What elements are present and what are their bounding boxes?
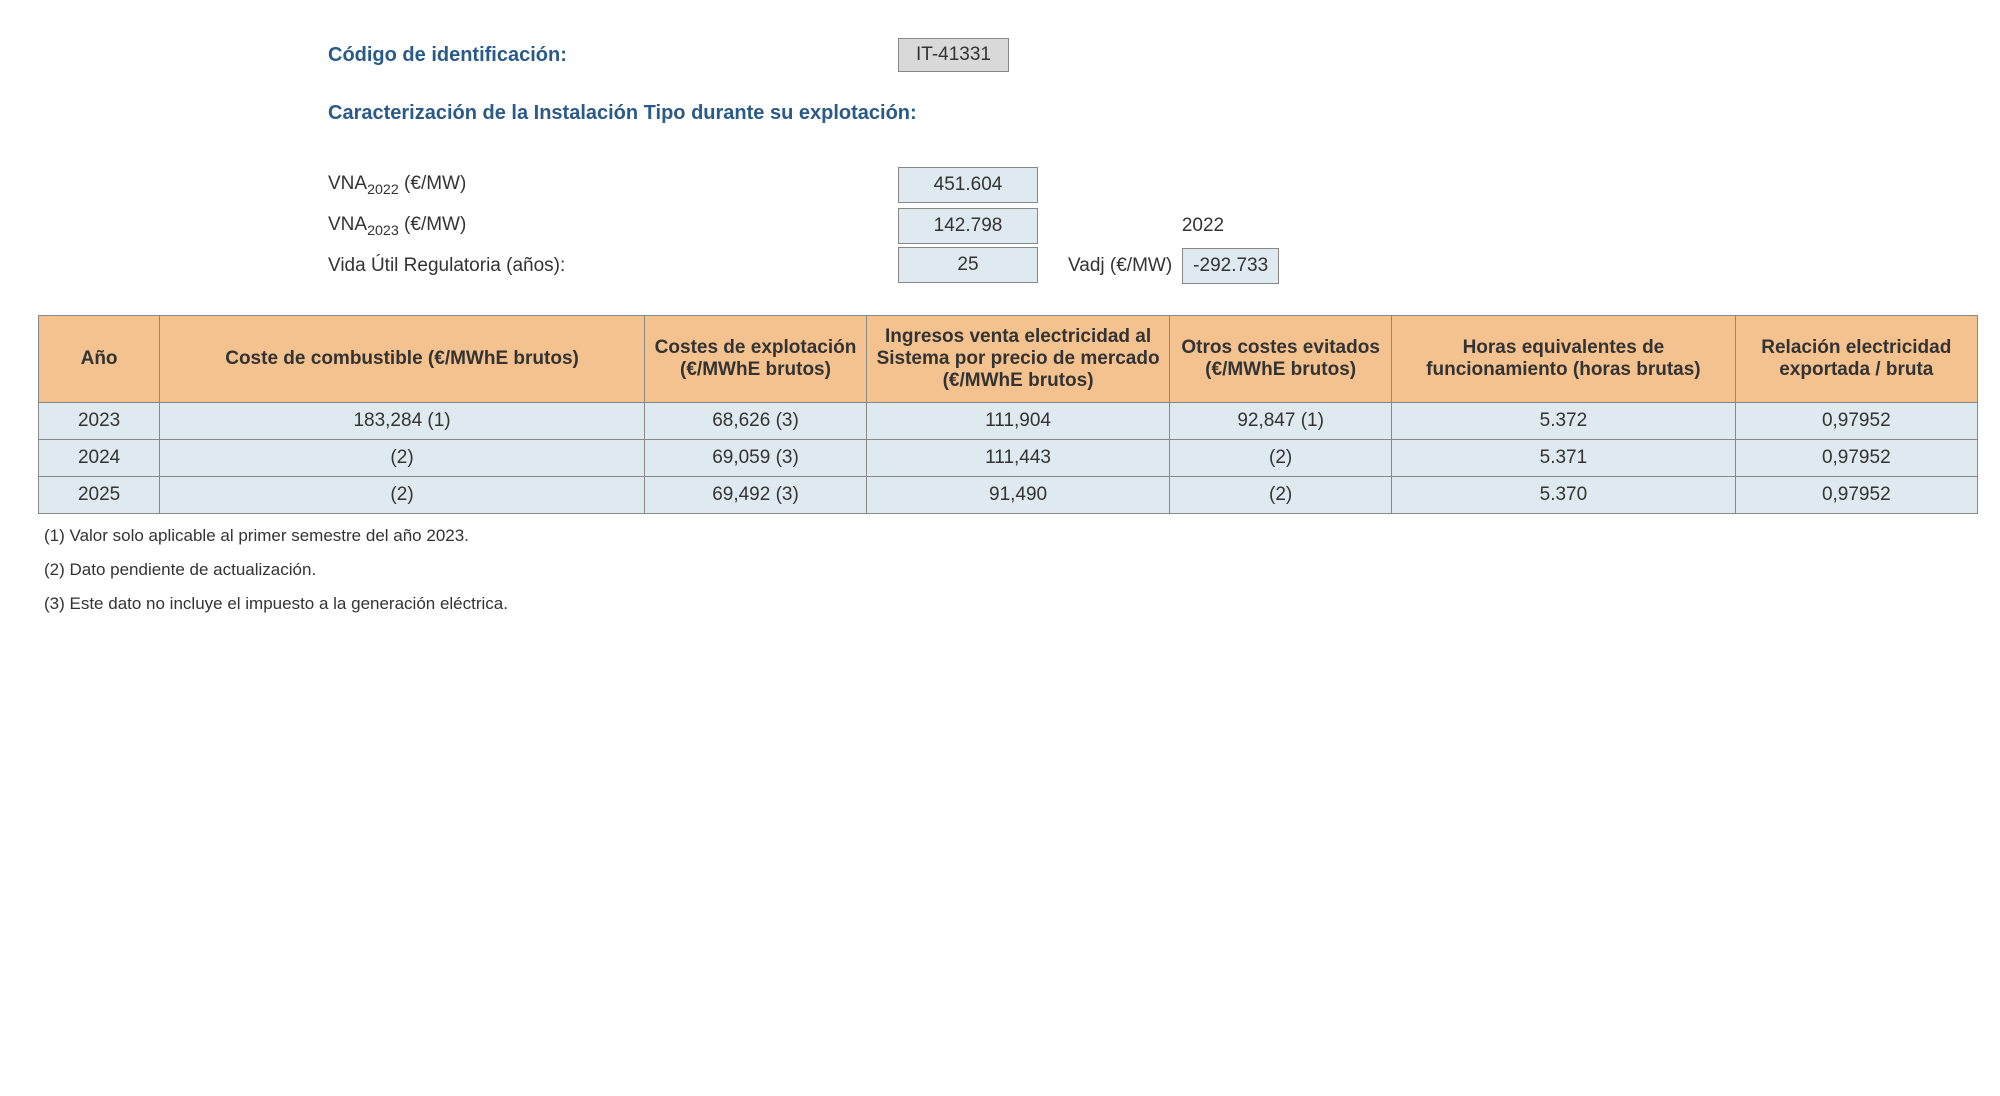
th-combustible: Coste de combustible (€/MWhE brutos) [160,315,645,402]
table-row: 2024(2)69,059 (3)111,443(2)5.3710,97952 [39,439,1978,476]
vida-label: Vida Útil Regulatoria (años): [328,247,898,285]
table-cell: 69,059 (3) [644,439,866,476]
table-cell: (2) [1170,439,1392,476]
table-head: Año Coste de combustible (€/MWhE brutos)… [39,315,1978,402]
table-cell: 0,97952 [1735,402,1977,439]
vna2023-sub: 2023 [367,223,399,239]
vadj-label: Vadj (€/MW) [1068,255,1172,277]
vadj-value: -292.733 [1182,248,1279,284]
table-cell: 111,443 [867,439,1170,476]
code-row: Código de identificación: IT-41331 [328,38,1978,72]
footnote-2: (2) Dato pendiente de actualización. [44,560,1978,580]
vna2022-value: 451.604 [898,167,1038,203]
table-row: 2025(2)69,492 (3)91,490(2)5.3700,97952 [39,476,1978,513]
table-cell: 0,97952 [1735,476,1977,513]
th-relacion: Relación electricidad exportada / bruta [1735,315,1977,402]
vadj-cell: Vadj (€/MW) -292.733 [1038,248,1368,284]
year-side-label: 2022 [1038,215,1368,237]
table-cell: (2) [160,476,645,513]
vna2022-pre: VNA [328,173,367,194]
vna2022-sub: 2022 [367,182,399,198]
table-cell: 183,284 (1) [160,402,645,439]
table-cell: 2024 [39,439,160,476]
th-horas: Horas equivalentes de funcionamiento (ho… [1392,315,1735,402]
table-cell: 69,492 (3) [644,476,866,513]
section-title: Caracterización de la Instalación Tipo d… [328,102,1978,125]
vna2022-post: (€/MW) [399,173,467,194]
th-ingresos: Ingresos venta electricidad al Sistema p… [867,315,1170,402]
table-header-row: Año Coste de combustible (€/MWhE brutos)… [39,315,1978,402]
code-label: Código de identificación: [328,44,898,67]
code-value-box: IT-41331 [898,38,1009,72]
table-cell: 92,847 (1) [1170,402,1392,439]
table-cell: 5.371 [1392,439,1735,476]
vna2023-post: (€/MW) [399,214,467,235]
data-table: Año Coste de combustible (€/MWhE brutos)… [38,315,1978,514]
th-explotacion: Costes de explotación (€/MWhE brutos) [644,315,866,402]
table-cell: (2) [160,439,645,476]
footnotes: (1) Valor solo aplicable al primer semes… [44,526,1978,614]
table-cell: 5.372 [1392,402,1735,439]
table-row: 2023183,284 (1)68,626 (3)111,90492,847 (… [39,402,1978,439]
footnote-3: (3) Este dato no incluye el impuesto a l… [44,594,1978,614]
header-section: Código de identificación: IT-41331 Carac… [328,38,1978,285]
th-ano: Año [39,315,160,402]
table-cell: 111,904 [867,402,1170,439]
table-cell: 2025 [39,476,160,513]
table-cell: 68,626 (3) [644,402,866,439]
table-cell: 5.370 [1392,476,1735,513]
table-body: 2023183,284 (1)68,626 (3)111,90492,847 (… [39,402,1978,513]
th-otros: Otros costes evitados (€/MWhE brutos) [1170,315,1392,402]
table-cell: (2) [1170,476,1392,513]
params-grid: VNA2022 (€/MW) 451.604 VNA2023 (€/MW) 14… [328,165,1978,285]
vna2023-pre: VNA [328,214,367,235]
vna2023-value: 142.798 [898,208,1038,244]
vida-value: 25 [898,247,1038,283]
vna2022-label: VNA2022 (€/MW) [328,165,898,206]
table-cell: 91,490 [867,476,1170,513]
footnote-1: (1) Valor solo aplicable al primer semes… [44,526,1978,546]
table-cell: 0,97952 [1735,439,1977,476]
table-cell: 2023 [39,402,160,439]
vna2023-label: VNA2023 (€/MW) [328,206,898,247]
